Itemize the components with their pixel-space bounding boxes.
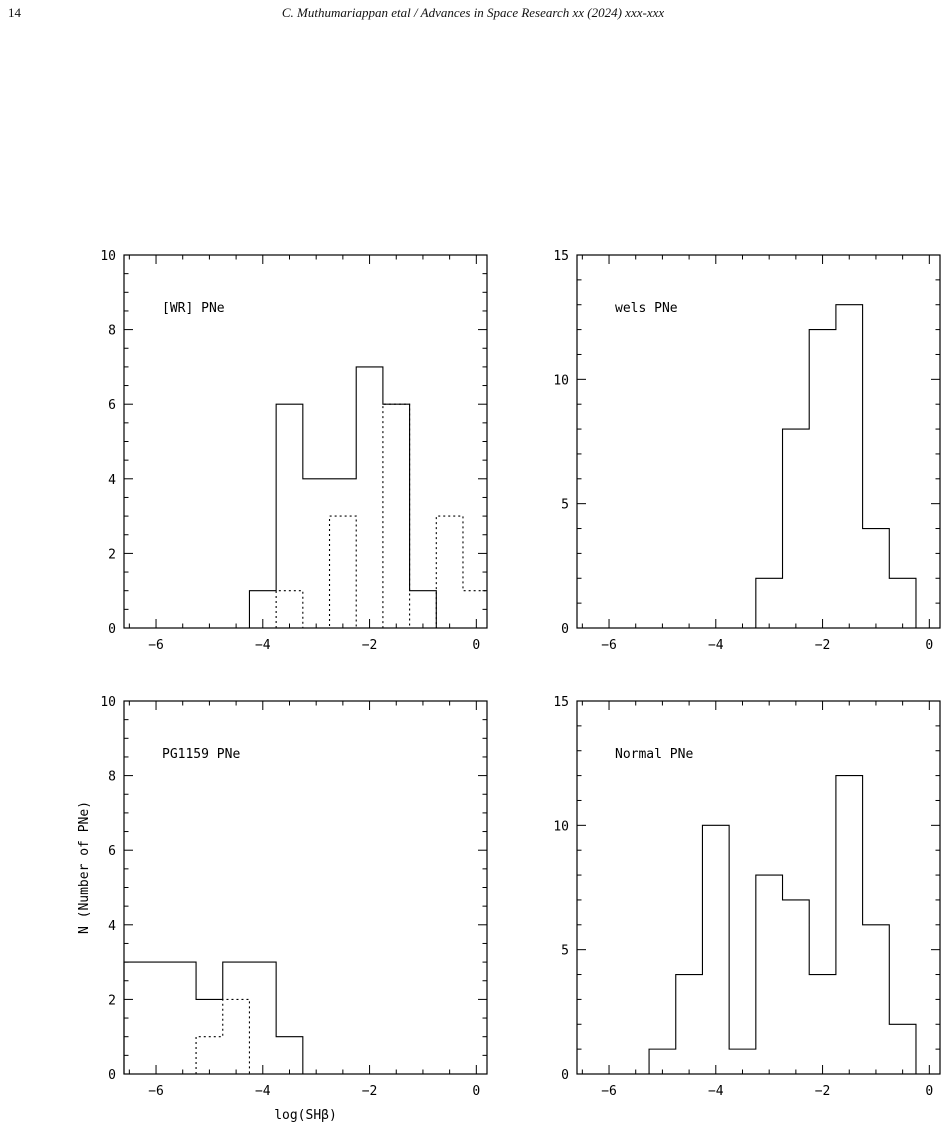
running-head: C. Muthumariappan etal / Advances in Spa…	[281, 5, 665, 20]
x-tick-label: −2	[815, 638, 831, 653]
panel-annotation: PG1159 PNe	[162, 747, 240, 762]
x-tick-label: −2	[362, 638, 378, 653]
y-tick-label: 10	[553, 373, 569, 388]
x-tick-label: 0	[472, 1084, 480, 1099]
y-tick-label: 2	[108, 993, 116, 1008]
y-tick-label: 15	[553, 249, 569, 264]
histogram-solid-series	[648, 775, 917, 1074]
panel-2-frame	[576, 254, 941, 629]
histogram-solid-series	[248, 366, 437, 628]
panel-annotation: [WR] PNe	[162, 301, 225, 316]
y-tick-label: 10	[100, 249, 116, 264]
panel-annotation: Normal PNe	[615, 747, 693, 762]
x-tick-label: 0	[925, 1084, 933, 1099]
x-tick-label: −6	[148, 1084, 164, 1099]
y-tick-label: 8	[108, 770, 116, 785]
y-tick-label: 0	[108, 622, 116, 637]
y-tick-label: 10	[553, 819, 569, 834]
x-tick-label: −6	[601, 1084, 617, 1099]
x-tick-label: −2	[362, 1084, 378, 1099]
panel-4-frame	[576, 700, 941, 1075]
page-number: 14	[8, 5, 21, 20]
x-tick-label: −2	[815, 1084, 831, 1099]
y-tick-label: 8	[108, 324, 116, 339]
x-axis-label: log(SHβ)	[274, 1108, 337, 1123]
x-tick-label: −6	[601, 638, 617, 653]
x-tick-label: −4	[708, 638, 724, 653]
x-tick-label: 0	[925, 638, 933, 653]
x-tick-label: 0	[472, 638, 480, 653]
x-tick-label: −4	[255, 638, 271, 653]
y-tick-label: 0	[561, 1068, 569, 1083]
panel-annotation: wels PNe	[615, 301, 678, 316]
x-tick-label: −4	[708, 1084, 724, 1099]
y-tick-label: 4	[108, 919, 116, 934]
y-tick-label: 2	[108, 547, 116, 562]
y-tick-label: 5	[561, 944, 569, 959]
x-tick-label: −6	[148, 638, 164, 653]
y-tick-label: 0	[561, 622, 569, 637]
x-tick-label: −4	[255, 1084, 271, 1099]
y-tick-label: 5	[561, 498, 569, 513]
histogram-dotted-series	[195, 998, 250, 1074]
y-axis-label: N (Number of PNe)	[77, 801, 92, 934]
y-tick-label: 15	[553, 695, 569, 710]
y-tick-label: 6	[108, 398, 116, 413]
y-tick-label: 4	[108, 473, 116, 488]
histogram-dotted-series	[275, 403, 487, 629]
y-tick-label: 0	[108, 1068, 116, 1083]
histogram-solid-series	[123, 961, 304, 1074]
y-tick-label: 10	[100, 695, 116, 710]
histogram-solid-series	[755, 304, 917, 628]
y-tick-label: 6	[108, 844, 116, 859]
